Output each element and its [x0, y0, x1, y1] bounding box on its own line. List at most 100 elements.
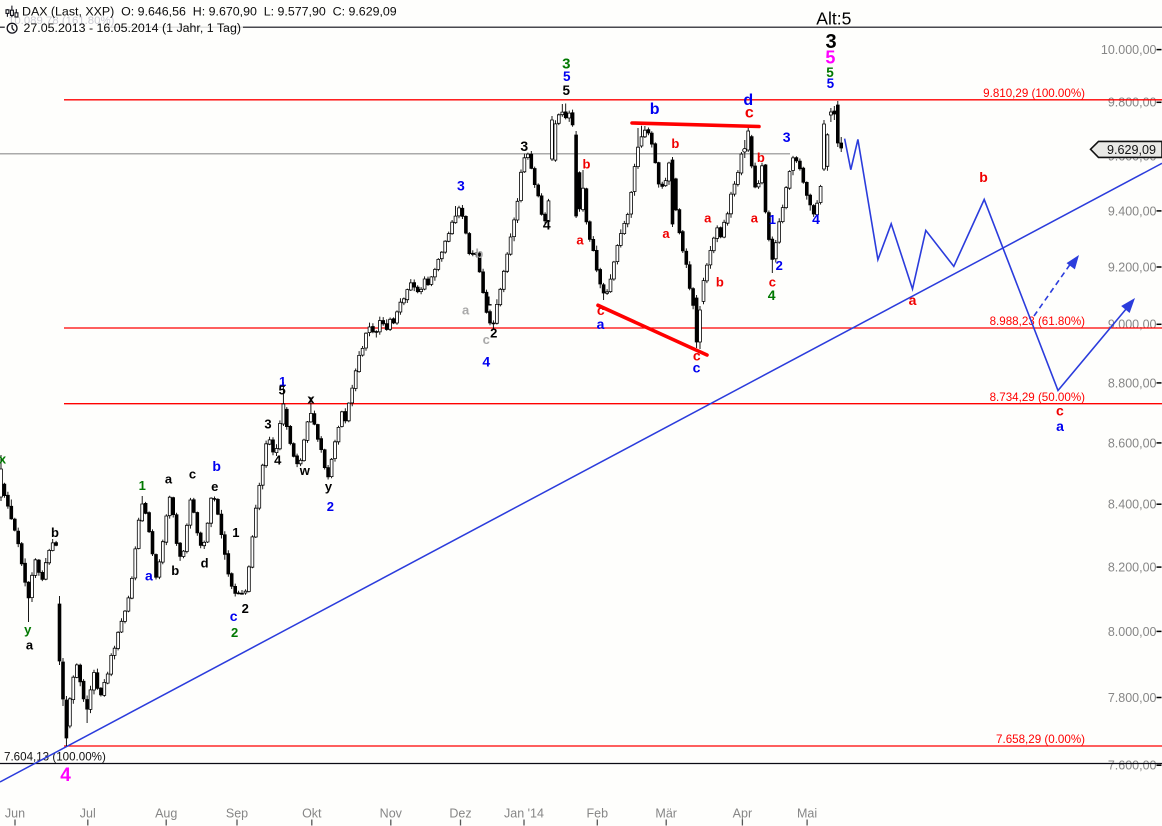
- svg-text:9.629,09: 9.629,09: [1107, 143, 1156, 157]
- svg-text:b: b: [475, 246, 483, 261]
- svg-text:5: 5: [827, 76, 835, 91]
- svg-text:4: 4: [812, 211, 820, 227]
- svg-text:2: 2: [231, 625, 238, 640]
- svg-text:5: 5: [563, 83, 571, 98]
- svg-text:Alt:5: Alt:5: [816, 8, 851, 28]
- svg-text:b: b: [583, 157, 591, 172]
- svg-text:b: b: [716, 275, 724, 290]
- svg-text:Dez: Dez: [449, 807, 471, 821]
- svg-text:7.658,29 (0.00%): 7.658,29 (0.00%): [996, 733, 1085, 746]
- svg-text:5: 5: [278, 382, 285, 397]
- svg-text:y: y: [325, 479, 333, 494]
- svg-text:c: c: [597, 302, 605, 318]
- svg-text:y: y: [24, 622, 32, 637]
- svg-text:d: d: [201, 555, 209, 570]
- svg-text:3: 3: [457, 178, 465, 194]
- svg-text:9.200,00: 9.200,00: [1108, 260, 1157, 274]
- svg-text:x: x: [307, 391, 315, 406]
- svg-text:b: b: [671, 136, 679, 151]
- svg-text:Aug: Aug: [155, 807, 177, 821]
- svg-text:a: a: [597, 316, 605, 332]
- svg-text:3: 3: [264, 416, 271, 431]
- svg-text:b: b: [757, 150, 765, 165]
- svg-text:9.810,29 (100.00%): 9.810,29 (100.00%): [983, 87, 1085, 100]
- svg-text:w: w: [299, 463, 311, 478]
- svg-text:Nov: Nov: [380, 807, 403, 821]
- svg-text:a: a: [165, 471, 173, 486]
- svg-text:5: 5: [825, 47, 835, 67]
- svg-text:9.400,00: 9.400,00: [1108, 204, 1157, 218]
- svg-text:2: 2: [776, 258, 783, 273]
- svg-text:a: a: [909, 292, 917, 308]
- svg-text:8.400,00: 8.400,00: [1108, 498, 1157, 512]
- svg-text:3: 3: [520, 138, 528, 154]
- svg-text:3: 3: [562, 56, 570, 73]
- svg-text:a: a: [145, 568, 153, 584]
- svg-text:4: 4: [768, 287, 776, 303]
- svg-text:8.734,29 (50.00%): 8.734,29 (50.00%): [990, 391, 1086, 404]
- svg-text:2: 2: [490, 325, 497, 340]
- svg-text:c: c: [1056, 403, 1064, 419]
- svg-text:9.800,00: 9.800,00: [1108, 96, 1157, 110]
- svg-text:4: 4: [274, 452, 282, 467]
- svg-text:Jul: Jul: [80, 807, 96, 821]
- svg-text:a: a: [26, 637, 34, 652]
- svg-text:a: a: [576, 233, 584, 248]
- svg-text:b: b: [51, 525, 59, 540]
- svg-text:a: a: [704, 210, 712, 225]
- svg-text:10.000,00: 10.000,00: [1101, 43, 1157, 57]
- svg-text:c: c: [189, 466, 196, 481]
- svg-text:7.600,00: 7.600,00: [1108, 759, 1157, 773]
- svg-text:1: 1: [232, 525, 239, 540]
- svg-text:8.200,00: 8.200,00: [1108, 561, 1157, 575]
- svg-text:b: b: [171, 563, 179, 578]
- svg-text:a: a: [1056, 418, 1064, 434]
- svg-text:7.800,00: 7.800,00: [1108, 691, 1157, 705]
- svg-text:5: 5: [826, 65, 834, 80]
- svg-text:c: c: [693, 359, 701, 375]
- svg-text:27.05.2013 - 16.05.2014 (1 Jah: 27.05.2013 - 16.05.2014 (1 Jahr, 1 Tag): [24, 21, 241, 35]
- svg-text:8.988,23 (61.80%): 8.988,23 (61.80%): [990, 315, 1086, 328]
- svg-text:a: a: [751, 210, 759, 225]
- svg-text:Mai: Mai: [797, 807, 817, 821]
- svg-text:c: c: [483, 332, 490, 347]
- svg-text:1: 1: [769, 212, 776, 227]
- svg-text:c: c: [693, 348, 701, 364]
- svg-text:8.800,00: 8.800,00: [1108, 376, 1157, 390]
- svg-text:4: 4: [482, 353, 490, 369]
- svg-text:x: x: [0, 452, 7, 467]
- svg-text:Apr: Apr: [733, 807, 752, 821]
- svg-text:8.600,00: 8.600,00: [1108, 436, 1157, 450]
- svg-text:e: e: [211, 479, 218, 494]
- svg-text:2: 2: [327, 499, 334, 514]
- svg-text:10.089,78 (161.80%): 10.089,78 (161.80%): [8, 15, 115, 27]
- svg-text:2: 2: [242, 601, 249, 616]
- svg-text:c: c: [745, 105, 754, 122]
- svg-text:Feb: Feb: [587, 807, 609, 821]
- svg-text:b: b: [979, 169, 988, 185]
- svg-text:7.604,13 (100.00%): 7.604,13 (100.00%): [4, 751, 106, 764]
- svg-text:a: a: [462, 302, 470, 317]
- svg-text:c: c: [230, 608, 238, 624]
- svg-text:5: 5: [563, 69, 571, 84]
- svg-text:b: b: [650, 101, 660, 118]
- svg-text:8.000,00: 8.000,00: [1108, 625, 1157, 639]
- svg-text:d: d: [743, 92, 753, 109]
- svg-text:b: b: [212, 458, 221, 474]
- svg-text:1: 1: [139, 478, 146, 493]
- svg-text:Sep: Sep: [226, 807, 248, 821]
- svg-text:DAX (Last, XXP) O: 9.646,56: DAX (Last, XXP) O: 9.646,56 H: 9.670,90 …: [22, 4, 397, 18]
- svg-text:4: 4: [60, 765, 71, 786]
- svg-text:1: 1: [279, 374, 286, 389]
- svg-text:Okt: Okt: [302, 807, 322, 821]
- svg-text:9.000,00: 9.000,00: [1108, 318, 1157, 332]
- svg-text:4: 4: [543, 216, 551, 232]
- svg-text:c: c: [769, 275, 776, 290]
- svg-text:3: 3: [825, 31, 836, 53]
- svg-text:Jan '14: Jan '14: [504, 807, 544, 821]
- svg-text:a: a: [662, 226, 670, 241]
- svg-text:3: 3: [783, 129, 791, 145]
- svg-text:Mär: Mär: [655, 807, 677, 821]
- svg-text:1: 1: [485, 293, 492, 308]
- svg-text:Jun: Jun: [5, 807, 25, 821]
